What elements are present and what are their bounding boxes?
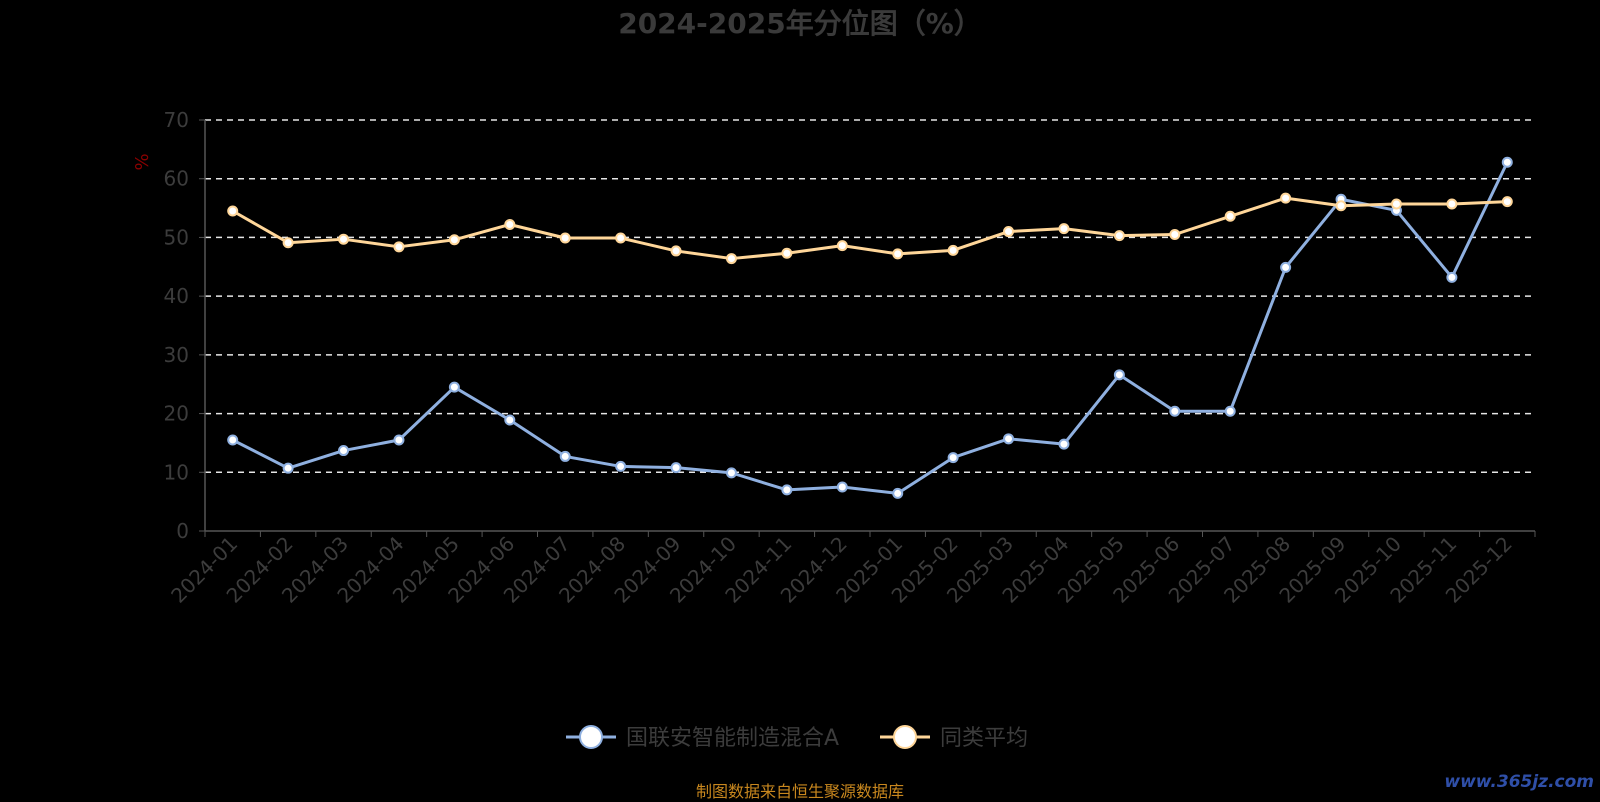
series-2-point-2024-05 [448, 234, 460, 246]
series-1-point-2024-11 [781, 484, 793, 496]
series-2-point-2024-08 [615, 232, 627, 244]
y-tick-label-60: 60 [164, 167, 189, 191]
series-1-point-2025-02 [947, 452, 959, 464]
series-2-point-2024-07 [559, 232, 571, 244]
series-2-point-2025-04 [1058, 223, 1070, 235]
series-1-point-2024-01 [227, 434, 239, 446]
series-2-point-2024-04 [393, 241, 405, 253]
series-1-point-2025-06 [1169, 405, 1181, 417]
watermark: www.365jz.com [1444, 772, 1594, 792]
legend-item-1[interactable]: 国联安智能制造混合A [566, 725, 839, 751]
series-1-point-2025-03 [1003, 433, 1015, 445]
series-2-point-2025-05 [1113, 230, 1125, 242]
series-2 [227, 192, 1513, 265]
series-2-point-2024-01 [227, 205, 239, 217]
series-1-point-2025-07 [1224, 405, 1236, 417]
series-2-point-2025-08 [1280, 192, 1292, 204]
series-lines [227, 156, 1513, 499]
series-line-1 [232, 161, 1509, 495]
series-1-point-2024-09 [670, 462, 682, 474]
series-2-point-2024-09 [670, 245, 682, 257]
y-tick-label-70: 70 [164, 108, 189, 132]
series-1-point-2024-12 [836, 481, 848, 493]
series-2-point-2025-07 [1224, 210, 1236, 222]
series-1-point-2025-12 [1501, 156, 1513, 168]
y-tick-label-40: 40 [164, 284, 189, 308]
series-1-point-2025-01 [892, 487, 904, 499]
series-2-point-2024-12 [836, 240, 848, 252]
legend-marker-2 [893, 725, 917, 749]
legend-label-1: 国联安智能制造混合A [626, 726, 839, 751]
y-tick-label-50: 50 [164, 225, 189, 249]
y-tick-label-0: 0 [176, 519, 189, 543]
series-1-point-2024-04 [393, 434, 405, 446]
series-line-2 [231, 196, 1508, 261]
series-2-point-2025-11 [1446, 198, 1458, 210]
series-2-point-2024-02 [282, 237, 294, 249]
series-1-point-2025-11 [1446, 271, 1458, 283]
legend-item-2[interactable]: 同类平均 [880, 725, 1028, 751]
y-axis-label: % [132, 153, 153, 170]
series-1-point-2024-10 [725, 467, 737, 479]
series-1-point-2024-02 [282, 462, 294, 474]
legend-marker-1 [579, 725, 603, 749]
series-1-point-2025-08 [1280, 261, 1292, 273]
series-2-point-2024-03 [338, 233, 350, 245]
series-1-point-2025-05 [1113, 369, 1125, 381]
legend-label-2: 同类平均 [940, 726, 1028, 751]
series-2-point-2025-02 [947, 244, 959, 256]
series-2-point-2024-11 [781, 247, 793, 259]
series-1-point-2024-03 [338, 445, 350, 457]
y-tick-label-20: 20 [164, 402, 189, 426]
data-source-note: 制图数据来自恒生聚源数据库 [695, 782, 904, 801]
series-2-point-2024-06 [504, 219, 516, 231]
series-1 [227, 156, 1513, 499]
series-1-point-2024-07 [559, 450, 571, 462]
grid-lines [205, 119, 1535, 474]
series-2-point-2025-06 [1169, 228, 1181, 240]
series-2-point-2025-01 [892, 248, 904, 260]
series-2-point-2025-03 [1003, 226, 1015, 238]
series-1-point-2024-05 [448, 381, 460, 393]
series-2-point-2024-10 [725, 253, 737, 265]
series-2-point-2025-12 [1501, 196, 1513, 208]
legend[interactable]: 国联安智能制造混合A 同类平均 [566, 725, 1028, 751]
y-tick-label-30: 30 [164, 343, 189, 367]
axes: 0102030405060702024-012024-022024-032024… [164, 108, 1536, 608]
series-2-point-2025-10 [1390, 198, 1402, 210]
series-1-point-2024-06 [504, 414, 516, 426]
y-tick-label-10: 10 [164, 460, 189, 484]
series-2-point-2025-09 [1335, 200, 1347, 212]
chart-title: 2024-2025年分位图（%） [618, 7, 982, 40]
series-1-point-2025-04 [1058, 438, 1070, 450]
series-1-point-2024-08 [615, 460, 627, 472]
